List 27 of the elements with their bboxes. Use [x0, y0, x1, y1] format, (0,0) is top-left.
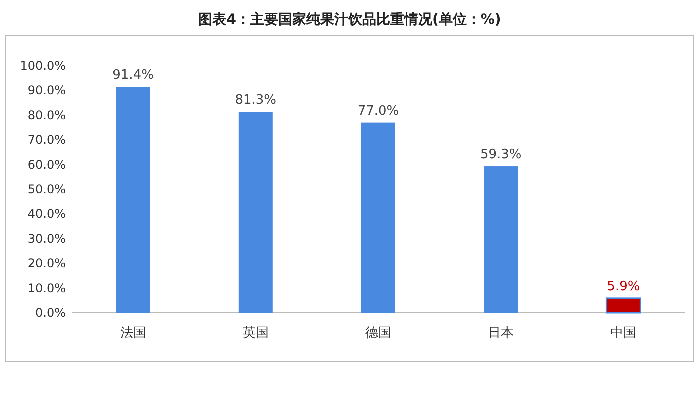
y-tick-label: 90.0% [28, 84, 66, 98]
y-tick-label: 40.0% [28, 207, 66, 222]
y-tick-label: 70.0% [28, 133, 66, 148]
data-label: 5.9% [607, 279, 640, 294]
data-label: 77.0% [358, 104, 400, 119]
bar [116, 87, 150, 313]
x-tick-label: 中国 [610, 326, 637, 341]
y-tick-label: 30.0% [28, 232, 66, 246]
y-tick-label: 100.0% [20, 59, 66, 73]
data-label: 81.3% [235, 93, 277, 108]
y-tick-label: 80.0% [28, 108, 66, 122]
y-tick-label: 0.0% [36, 306, 66, 320]
y-tick-label: 10.0% [28, 281, 66, 296]
bar [362, 122, 396, 313]
x-tick-label: 德国 [366, 326, 392, 341]
data-label: 59.3% [480, 148, 522, 163]
x-tick-label: 法国 [120, 326, 146, 341]
x-tick-label: 日本 [488, 326, 514, 341]
x-tick-label: 英国 [242, 326, 269, 341]
y-tick-label: 50.0% [28, 182, 66, 196]
y-tick-label: 60.0% [28, 158, 66, 172]
bar [484, 166, 518, 313]
chart-title: 图表4：主要国家纯果汁饮品比重情况(单位：%) [198, 11, 502, 28]
y-tick-label: 20.0% [28, 256, 66, 271]
data-label: 91.4% [112, 68, 154, 84]
bar [238, 112, 273, 313]
bar [606, 298, 642, 314]
